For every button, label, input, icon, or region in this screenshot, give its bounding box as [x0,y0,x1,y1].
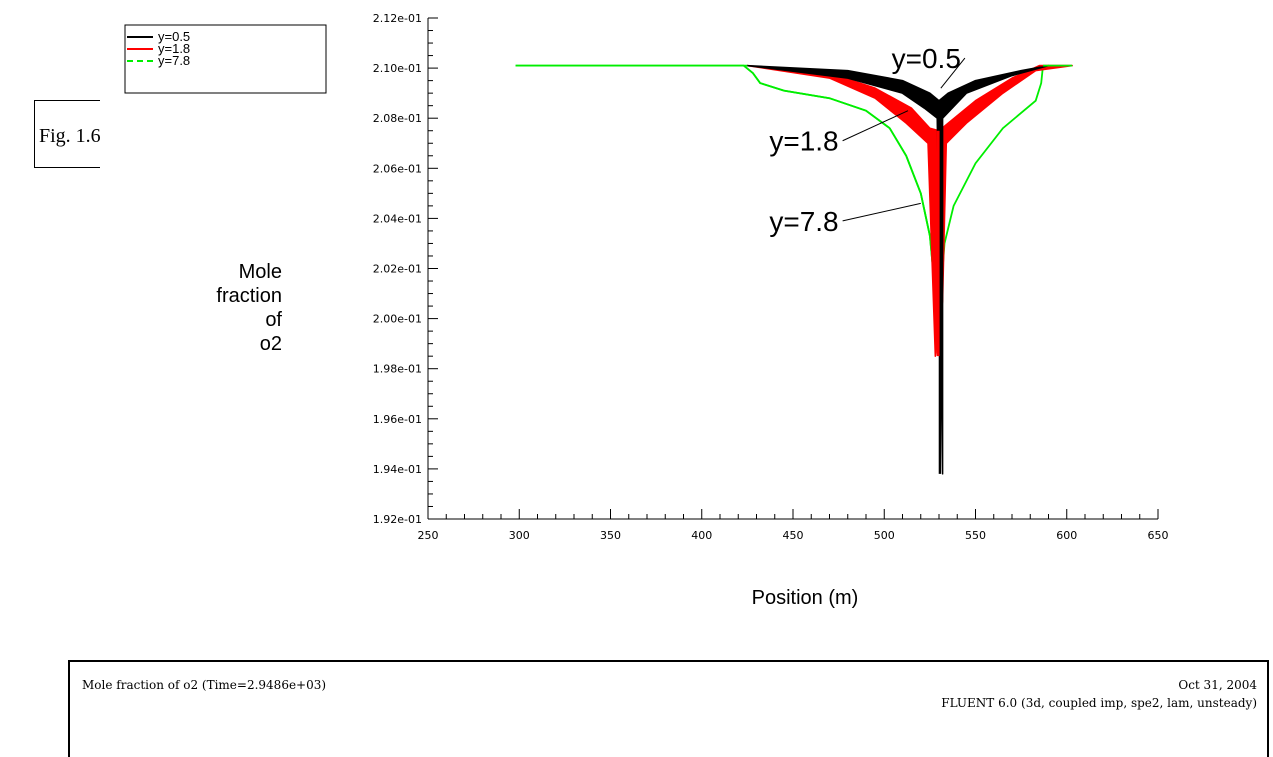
x-tick-label: 450 [783,529,804,542]
footer-solver: FLUENT 6.0 (3d, coupled imp, spe2, lam, … [941,696,1257,710]
y-tick-label: 2.12e-01 [373,12,422,25]
y-axis-label-line: Mole [239,261,282,283]
annotation-label: y=0.5 [892,43,961,74]
series-line-y7.8 [515,64,1044,344]
x-tick-label: 250 [418,529,439,542]
y-axis-label-line: fraction [216,285,282,307]
legend-label: y=1.8 [158,41,190,56]
x-tick-label: 650 [1148,529,1169,542]
footer-title: Mole fraction of o2 (Time=2.9486e+03) [82,678,327,692]
y-tick-label: 2.00e-01 [373,313,422,326]
y-axis: 1.92e-01 1.94e-01 1.96e-01 1.98e-01 2.00e-01… [373,12,438,526]
figure-label: Fig. 1.6 [39,125,101,147]
y-tick-label: 2.08e-01 [373,112,422,125]
footer-date: Oct 31, 2004 [1178,678,1257,692]
figure-label-box: Fig. 1.6 [34,100,101,168]
legend-box [124,24,327,94]
x-axis: 250 300 350 400 450 500 550 600 650 [418,509,1169,542]
y-axis-label-line: of [265,309,282,331]
series-group [515,64,1073,475]
y-tick-label: 1.94e-01 [373,463,422,476]
annotation-label: y=1.8 [769,126,838,157]
y-tick-label: 1.96e-01 [373,413,422,426]
y-tick-label: 1.92e-01 [373,513,422,526]
y-tick-label: 2.06e-01 [373,162,422,175]
y-tick-label: 2.04e-01 [373,212,422,225]
annotation-leader [842,202,921,222]
x-tick-label: 400 [691,529,712,542]
legend-label: y=7.8 [158,53,190,68]
series-band-y=1.8 [746,64,1073,357]
legend-label: y=0.5 [158,29,190,44]
y-tick-label: 2.02e-01 [373,263,422,276]
legend: y=0.5y=1.8y=7.8 [124,24,327,94]
x-tick-label: 300 [509,529,530,542]
annotation-leader [842,110,909,142]
series-band-y=0.5 [746,64,1050,475]
y-tick-label: 2.10e-01 [373,62,422,75]
y-axis-label-line: o2 [260,333,282,355]
x-axis-label: Position (m) [752,587,859,609]
x-tick-label: 500 [874,529,895,542]
y-tick-label: 1.98e-01 [373,363,422,376]
annotations: y=0.5 y=1.8 y=7.8 [769,43,966,237]
annotation-label: y=7.8 [769,206,838,237]
x-tick-label: 600 [1056,529,1077,542]
annotation-leader [940,57,966,89]
footer-panel: Mole fraction of o2 (Time=2.9486e+03) Oc… [68,660,1269,757]
x-tick-label: 350 [600,529,621,542]
x-tick-label: 550 [965,529,986,542]
